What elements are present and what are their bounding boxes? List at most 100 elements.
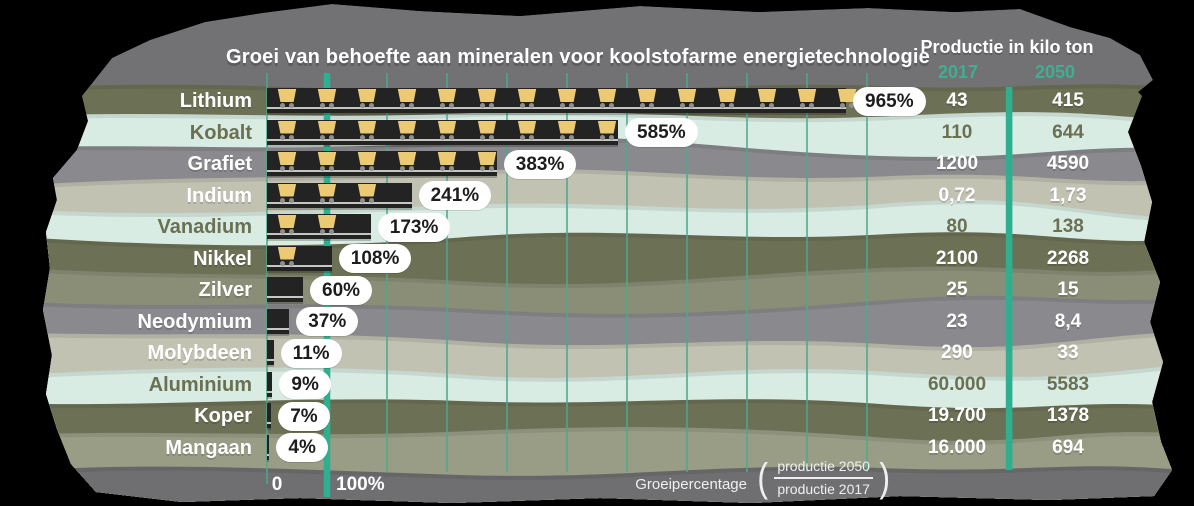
cart-wheel bbox=[329, 134, 334, 140]
open-paren: ( bbox=[757, 456, 768, 500]
growth-bar-zilver bbox=[267, 277, 303, 302]
cart-wheel bbox=[729, 103, 734, 108]
cart-wheel bbox=[689, 103, 694, 108]
cart-wheel bbox=[280, 103, 285, 108]
growth-percent-badge-neodymium: 37% bbox=[296, 307, 359, 336]
strata-band-edge-10 bbox=[43, 399, 1172, 413]
cart-wheel bbox=[369, 197, 374, 203]
cart-wheel bbox=[409, 103, 414, 108]
cart-wheel bbox=[409, 166, 414, 171]
cart-wheel bbox=[449, 103, 454, 108]
cart-body bbox=[397, 120, 417, 134]
mine-cart-icon bbox=[277, 120, 297, 140]
production-2017-zilver: 25 bbox=[946, 279, 968, 300]
cart-body bbox=[437, 120, 457, 134]
cart-body bbox=[357, 183, 377, 197]
rail-line bbox=[267, 390, 273, 393]
cart-wheel bbox=[440, 166, 445, 171]
mine-cart-icon bbox=[317, 183, 337, 203]
cart-wheel bbox=[449, 166, 454, 171]
production-2050-lithium: 415 bbox=[1052, 90, 1084, 111]
rail-line bbox=[267, 327, 290, 330]
cart-wheel bbox=[329, 103, 334, 108]
mine-cart-icon bbox=[357, 89, 377, 108]
axis-tick-hundred: 100% bbox=[336, 474, 385, 495]
fraction-denominator: productie 2017 bbox=[777, 481, 870, 497]
growth-bar-mangaan bbox=[267, 434, 270, 460]
gridline-1000pct bbox=[866, 73, 868, 472]
mine-cart-icon bbox=[477, 152, 497, 171]
cart-wheel bbox=[440, 103, 445, 108]
cart-wheel bbox=[480, 103, 485, 108]
growth-percent-badge-mangaan: 4% bbox=[276, 433, 328, 462]
mine-cart-icon bbox=[797, 89, 817, 108]
strata-band-edge-5 bbox=[43, 232, 1172, 250]
mine-cart-icon bbox=[317, 215, 337, 234]
cart-body bbox=[797, 89, 817, 102]
cart-wheel bbox=[289, 229, 294, 234]
cart-wheel bbox=[800, 103, 805, 108]
cart-wheel bbox=[809, 103, 814, 108]
production-2050-indium: 1,73 bbox=[1049, 184, 1087, 206]
cart-wheel bbox=[360, 134, 365, 140]
cart-wheel bbox=[449, 134, 454, 140]
cart-wheel bbox=[489, 103, 494, 108]
cart-body bbox=[477, 152, 497, 165]
cart-body bbox=[277, 89, 297, 102]
mine-cart-icon bbox=[477, 120, 497, 140]
cart-wheel bbox=[289, 134, 294, 140]
production-2017-aluminium: 60.000 bbox=[927, 373, 987, 395]
cart-wheel bbox=[560, 103, 565, 108]
production-2017-koper: 19.700 bbox=[927, 405, 987, 426]
growth-percent-badge-aluminium: 9% bbox=[279, 370, 331, 399]
production-2050-koper: 1378 bbox=[1046, 405, 1090, 426]
cart-body bbox=[597, 89, 617, 102]
cart-body bbox=[477, 89, 497, 102]
cart-body bbox=[677, 89, 697, 102]
strata-band-edge-4 bbox=[43, 200, 1172, 223]
rail-line bbox=[267, 170, 497, 172]
production-2050-neodymium: 8,4 bbox=[1054, 310, 1082, 332]
cart-wheel bbox=[680, 103, 685, 108]
cart-body bbox=[517, 120, 537, 134]
cart-wheel bbox=[720, 103, 725, 108]
cart-wheel bbox=[289, 197, 294, 203]
mine-cart-icon bbox=[757, 89, 777, 108]
production-2050-grafiet: 4590 bbox=[1046, 153, 1090, 174]
mine-cart-icon bbox=[557, 120, 577, 140]
row-label-indium: Indium bbox=[186, 184, 252, 207]
cart-wheel bbox=[360, 166, 365, 171]
growth-bar-lithium bbox=[267, 88, 857, 113]
cart-wheel bbox=[569, 103, 574, 108]
production-2017-vanadium: 80 bbox=[946, 216, 968, 237]
cart-wheel bbox=[329, 229, 334, 234]
column-header-2050: 2050 bbox=[1034, 62, 1076, 82]
cart-body bbox=[557, 89, 577, 102]
production-2017-lithium: 43 bbox=[946, 90, 968, 111]
mine-cart-icon bbox=[597, 89, 617, 108]
cart-wheel bbox=[849, 103, 854, 108]
cart-body bbox=[317, 89, 337, 102]
close-paren: ) bbox=[879, 456, 890, 500]
rail-line bbox=[267, 453, 270, 456]
mine-cart-icon bbox=[277, 89, 297, 108]
mine-cart-icon bbox=[437, 89, 457, 108]
strata-band-edge-3 bbox=[43, 169, 1172, 192]
row-label-molybdeen: Molybdeen bbox=[147, 342, 252, 364]
cart-wheel bbox=[489, 166, 494, 171]
cart-wheel bbox=[369, 134, 374, 140]
growth-percent-badge-molybdeen: 11% bbox=[280, 338, 342, 368]
production-2050-aluminium: 5583 bbox=[1046, 373, 1090, 395]
growth-percent-badge-grafiet: 383% bbox=[503, 149, 577, 179]
growth-bar-indium bbox=[267, 182, 412, 208]
row-label-kobalt: Kobalt bbox=[189, 121, 252, 144]
cart-wheel bbox=[640, 103, 645, 108]
cart-body bbox=[437, 152, 457, 165]
growth-bar-kobalt bbox=[267, 119, 618, 145]
cart-body bbox=[557, 120, 577, 134]
cart-wheel bbox=[609, 134, 614, 140]
gridline-400pct bbox=[506, 73, 508, 472]
gridline-700pct bbox=[686, 73, 688, 472]
cart-body bbox=[397, 89, 417, 102]
